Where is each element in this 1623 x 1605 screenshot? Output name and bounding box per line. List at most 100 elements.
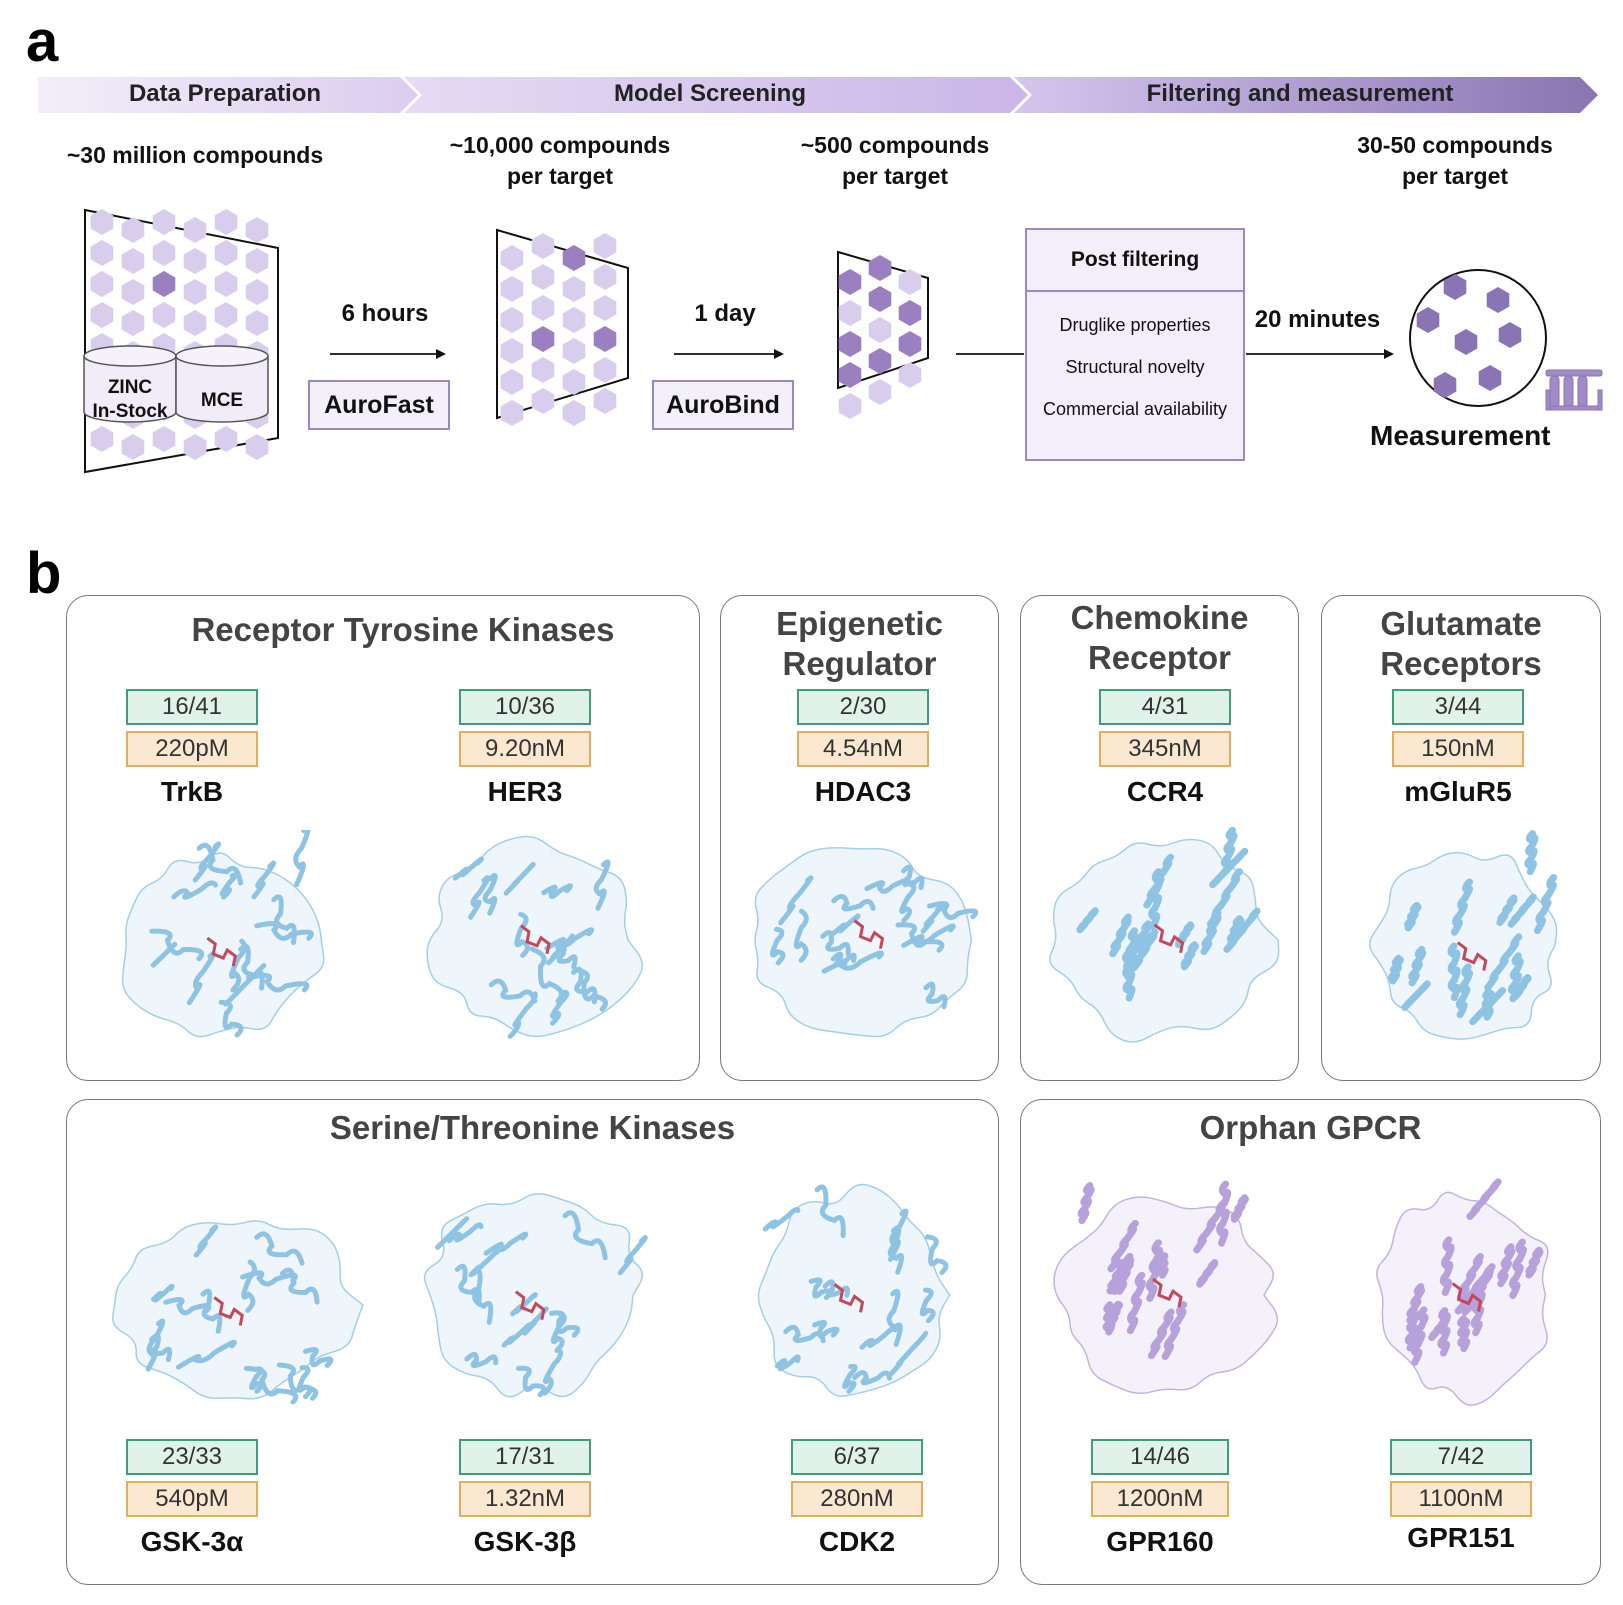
protein-ribbon [1111,1258,1134,1295]
protein-structure-mglur5 [1369,830,1558,1040]
compound-hexagon [593,295,617,321]
compound-hexagon [898,300,922,326]
hit-rate-badge: 16/41 [126,689,258,725]
compound-hexagon [500,369,524,395]
protein-ribbon [507,991,538,1039]
compound-hexagon [214,240,238,266]
compound-hexagon [90,426,114,452]
protein-ribbon [1484,933,1523,992]
ligand [514,1290,546,1320]
protein-ribbon [192,841,222,883]
protein-ribbon [571,966,598,1005]
protein-ribbon [793,908,809,963]
target-name: GSK-3β [473,1526,577,1557]
compound-hexagon [593,233,617,259]
count-after-aurobind: ~500 compounds per target [770,130,1020,192]
compound-hexagon [152,426,176,452]
protein-structure-her3 [426,835,643,1039]
affinity-badge: 345nM [1099,731,1231,767]
protein-ribbon [1076,907,1099,934]
stage-label-filtering: Filtering and measurement [1146,80,1454,107]
protein-ribbon [1155,1251,1169,1279]
count-start: ~30 million compounds [66,142,324,168]
protein-structure-hdac3 [754,847,979,1038]
compound-hexagon [531,295,555,321]
protein-ribbon [1134,920,1153,953]
compound-hexagon [245,279,269,305]
compound-hexagon [90,271,114,297]
compound-hexagon [214,209,238,235]
hit-rate-badge: 2/30 [797,689,929,725]
target-name: GPR160 [1106,1526,1214,1557]
protein-ribbon [483,1231,529,1256]
compound-hexagon [90,209,114,235]
stage-label-data-preparation: Data Preparation [128,80,322,107]
stage-banner [38,77,1598,113]
protein-ribbon [280,1267,320,1305]
compound-hexagon [868,255,892,281]
protein-ribbon [762,1207,801,1232]
group-title-line: Receptors [1380,645,1542,682]
protein-ribbon [1106,1258,1128,1295]
protein-structure-gsk3a [111,1220,364,1405]
compound-hexagon [898,269,922,295]
ligand [1153,923,1185,954]
compound-hexagon [1478,365,1502,391]
protein-ribbon [1507,893,1537,928]
affinity-badge: 540pM [126,1481,258,1517]
affinity-badge: 1200nM [1091,1481,1229,1517]
compound-hexagon [500,400,524,426]
protein-ribbon [1408,945,1427,987]
affinity-badge: 1100nM [1390,1481,1532,1517]
protein-ribbon [241,1259,257,1313]
affinity-badge: 4.54nM [797,731,929,767]
funnel-1 [84,208,279,474]
protein-ribbon [1180,941,1199,971]
protein-ribbon [820,930,851,957]
compound-hexagon [838,300,862,326]
protein-ribbon [1220,826,1238,875]
protein-ribbon [830,951,857,968]
protein-ribbon [196,842,244,886]
model-aurofast: AuroFast [308,380,450,430]
model-aurobind: AuroBind [652,380,794,430]
protein-ribbon [919,1287,936,1324]
ligand [213,1296,244,1326]
protein-ribbon [1457,1315,1471,1353]
protein-ribbon [1457,1253,1484,1301]
protein-ribbon [562,1210,608,1261]
protein-ribbon [219,872,238,900]
affinity-badge: 280nM [791,1481,923,1517]
compound-hexagon [593,388,617,414]
protein-structure-ccr4 [1049,826,1280,1043]
target-name: HDAC3 [814,776,912,807]
group-title-line: Chemokine [1070,599,1249,636]
protein-ribbon [842,1363,858,1394]
compound-hexagon [898,331,922,357]
protein-ribbon [831,893,876,912]
compound-hexagon [1498,322,1522,348]
protein-ribbon [149,928,205,962]
post-filtering-title: Post filtering [1027,230,1243,292]
protein-ribbon [1130,928,1159,972]
compound-hexagon [868,286,892,312]
compound-hexagon [838,393,862,419]
compound-hexagon [868,379,892,405]
protein-surface [1053,1196,1279,1395]
protein-structure-gsk3b [423,1193,648,1398]
target-name: CDK2 [818,1526,896,1557]
post-filtering-box: Post filtering Druglike properties Struc… [1025,228,1245,461]
hit-rate-badge: 17/31 [459,1439,591,1475]
database-zinc-label: ZINC In-Stock [84,376,176,424]
protein-ribbon [1121,949,1136,1002]
ligand [853,919,885,949]
compound-hexagon [531,388,555,414]
compound-hexagon [1416,307,1440,333]
compound-hexagon [593,357,617,383]
protein-ribbon [572,967,609,1012]
protein-ribbon [864,877,911,894]
compound-hexagon [121,310,145,336]
group-title: Orphan GPCR [1199,1109,1422,1146]
time-aurobind: 1 day [694,300,756,327]
protein-ribbon [769,926,786,966]
